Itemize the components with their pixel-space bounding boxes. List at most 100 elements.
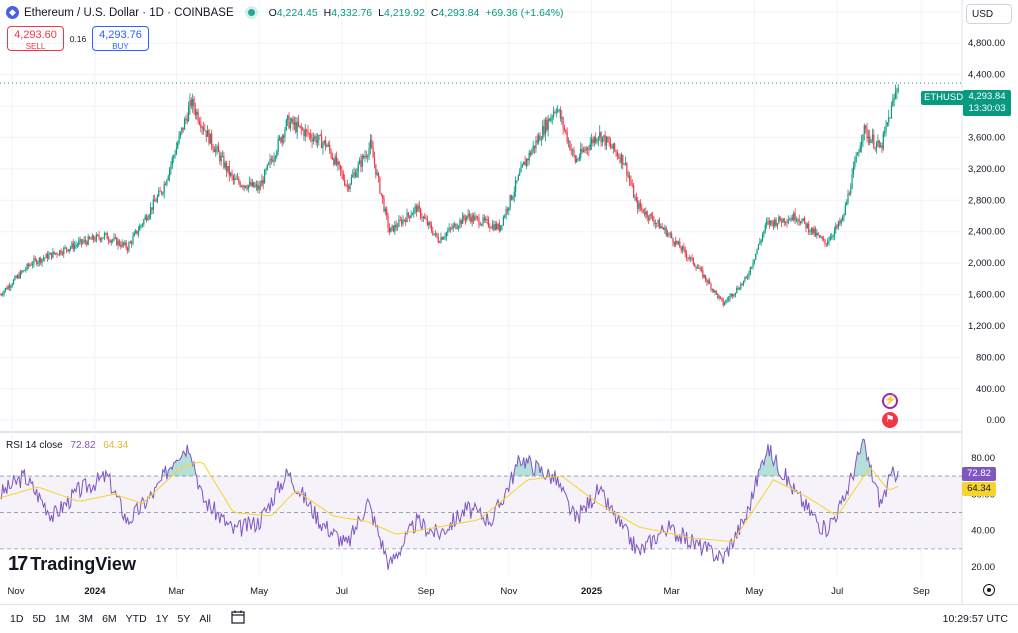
candle-body	[550, 117, 552, 121]
candle-body	[42, 258, 45, 260]
candle-body	[276, 151, 278, 157]
candle-body	[129, 242, 131, 244]
candle-body	[109, 240, 111, 243]
candle-body	[10, 285, 12, 288]
candle-body	[112, 239, 114, 241]
grid-lines	[0, 0, 962, 578]
candle-body	[837, 221, 840, 227]
candle-body	[590, 139, 593, 144]
candle-body	[291, 118, 293, 123]
range-button-5d[interactable]: 5D	[32, 613, 46, 625]
candle-body	[372, 147, 374, 158]
candle-body	[695, 266, 697, 269]
range-button-ytd[interactable]: YTD	[125, 613, 147, 625]
lightning-event-icon[interactable]: ⚡	[882, 393, 898, 409]
candle-body	[132, 236, 134, 244]
candle-body	[643, 212, 646, 215]
candle-body	[368, 147, 370, 156]
candle-body	[696, 267, 699, 269]
candle-body	[783, 218, 785, 223]
candle-body	[158, 190, 160, 197]
candle-body	[647, 217, 650, 220]
candle-body	[48, 254, 50, 259]
candle-body	[63, 247, 65, 254]
candle-body	[27, 264, 30, 266]
candle-body	[75, 244, 77, 246]
candle-body	[449, 227, 452, 229]
x-tick-label: Mar	[168, 586, 185, 597]
candle-body	[630, 180, 632, 185]
candle-body	[540, 139, 542, 141]
candle-body	[198, 121, 201, 124]
candle-body	[186, 118, 188, 122]
buy-button[interactable]: 4,293.76 BUY	[92, 26, 149, 51]
tradingview-logo[interactable]: 17 TradingView	[8, 553, 136, 576]
candle-body	[658, 220, 661, 229]
candle-body	[596, 139, 598, 143]
candle-body	[292, 118, 294, 125]
candle-body	[562, 117, 564, 128]
candle-body	[886, 122, 888, 126]
candle-body	[665, 227, 667, 236]
candle-body	[691, 257, 693, 259]
candle-body	[544, 119, 547, 135]
candle-body	[139, 226, 141, 231]
candle-body	[855, 155, 857, 162]
candle-body	[213, 149, 215, 153]
candle-body	[33, 258, 35, 265]
range-button-1y[interactable]: 1Y	[155, 613, 169, 625]
candle-body	[573, 149, 575, 156]
settings-gear-icon[interactable]	[983, 584, 995, 596]
x-tick-label: Jul	[831, 586, 844, 597]
candle-body	[821, 237, 823, 240]
candle-body	[498, 223, 500, 231]
candle-body	[491, 224, 494, 229]
candle-body	[93, 235, 95, 240]
candle-body	[448, 227, 450, 231]
range-button-1d[interactable]: 1D	[10, 613, 24, 625]
candle-body	[71, 243, 73, 248]
candle-body	[703, 275, 705, 278]
range-button-1m[interactable]: 1M	[54, 613, 70, 625]
candle-body	[254, 185, 256, 188]
rsi-legend[interactable]: RSI 14 close 72.82 64.34	[6, 440, 129, 451]
candle-body	[106, 233, 108, 240]
candle-body	[383, 198, 385, 212]
utc-clock[interactable]: 10:29:57 UTC	[942, 613, 1008, 625]
candle-body	[192, 99, 194, 106]
candle-body	[646, 211, 648, 218]
sell-button[interactable]: 4,293.60 SELL	[7, 26, 64, 51]
range-button-6m[interactable]: 6M	[102, 613, 117, 625]
candle-body	[734, 292, 737, 295]
currency-selector[interactable]: USD	[966, 4, 1012, 24]
candle-body	[297, 121, 300, 126]
candle-body	[787, 220, 789, 223]
candle-body	[326, 145, 328, 148]
candle-body	[402, 219, 404, 225]
candle-body	[563, 127, 566, 130]
candle-body	[844, 205, 846, 215]
calendar-icon[interactable]	[231, 610, 245, 624]
candle-body	[53, 251, 55, 254]
candle-body	[726, 299, 728, 301]
candle-body	[694, 264, 696, 267]
candle-body	[497, 223, 499, 229]
candle-body	[19, 271, 21, 279]
candle-body	[535, 140, 537, 149]
candle-body	[493, 224, 495, 230]
candle-body	[622, 154, 624, 165]
candle-body	[569, 141, 571, 150]
symbol-title[interactable]: Ethereum / U.S. Dollar · 1D · COINBASE	[24, 6, 234, 19]
candle-body	[356, 172, 358, 178]
candle-body	[307, 130, 309, 134]
candle-body	[795, 220, 798, 222]
range-button-5y[interactable]: 5Y	[177, 613, 191, 625]
candle-body	[462, 215, 464, 224]
us-flag-event-icon[interactable]: ⚑	[882, 412, 898, 428]
range-button-3m[interactable]: 3M	[78, 613, 94, 625]
range-button-all[interactable]: All	[199, 613, 212, 625]
candle-body	[443, 237, 445, 240]
candle-body	[451, 228, 453, 229]
candle-body	[794, 212, 796, 221]
